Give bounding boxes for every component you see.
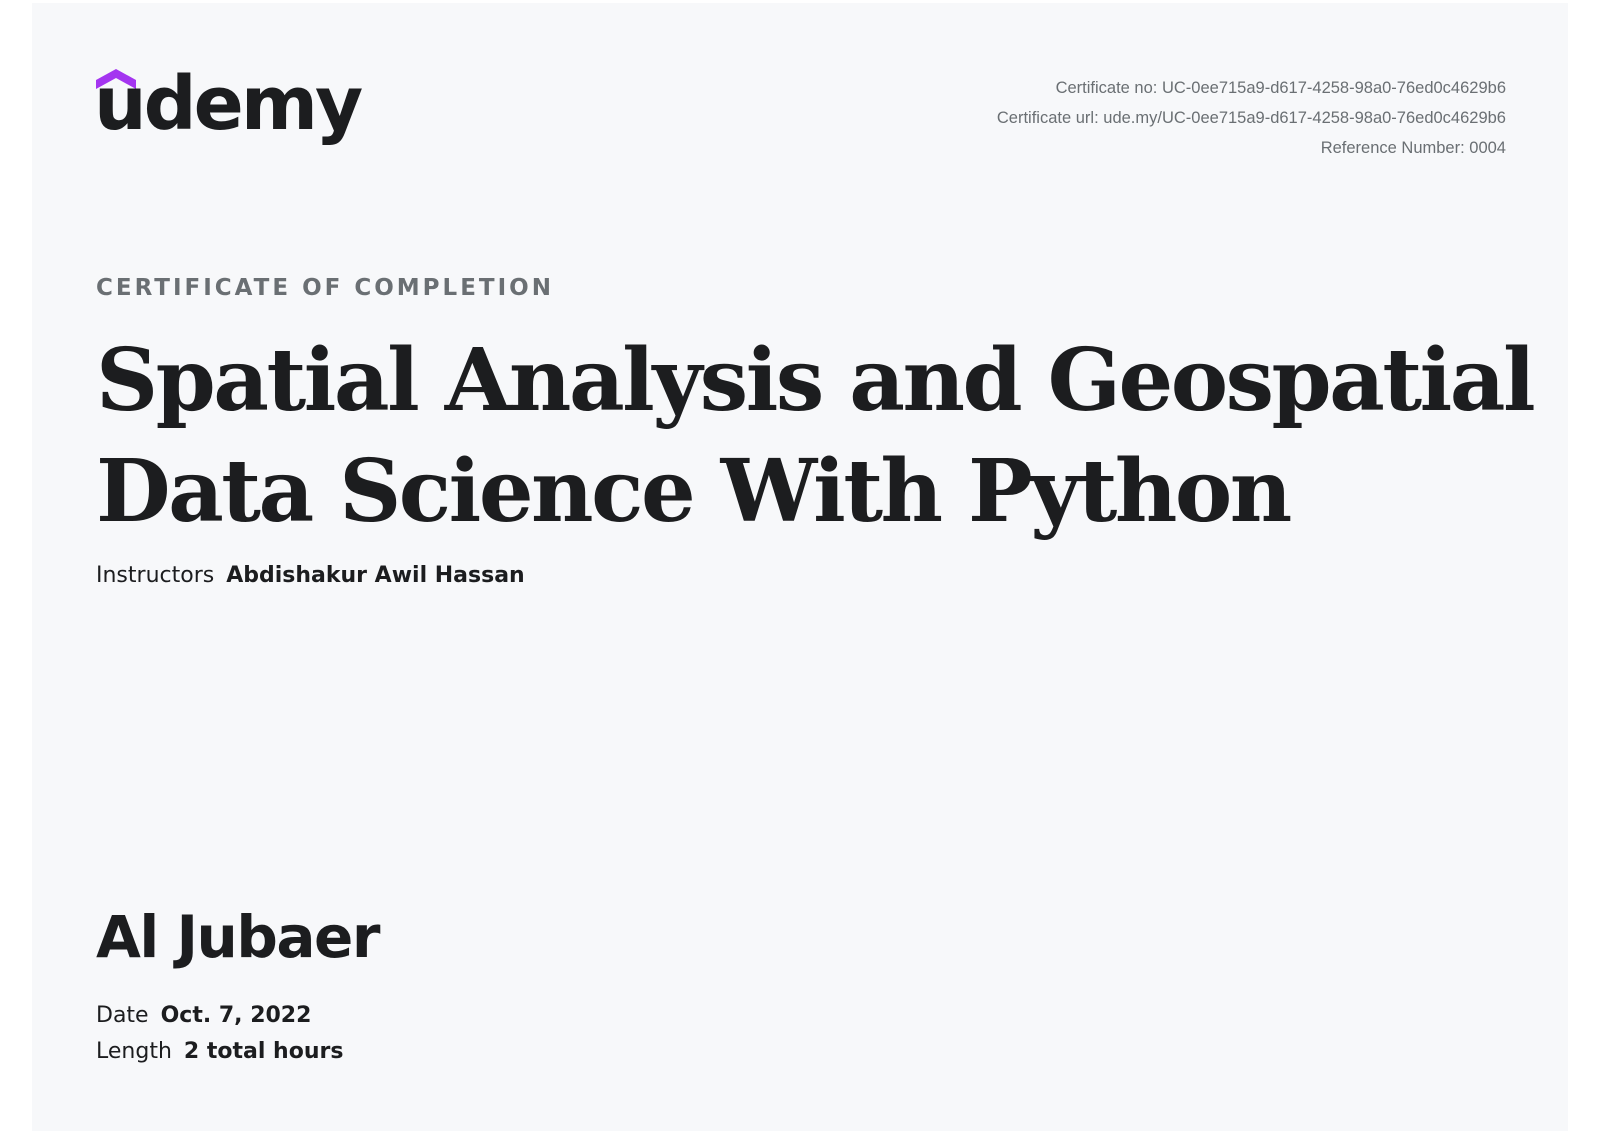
certificate-heading: CERTIFICATE OF COMPLETION <box>96 275 554 301</box>
certificate-url-value: ude.my/UC-0ee715a9-d617-4258-98a0-76ed0c… <box>1103 109 1506 127</box>
instructor-name: Abdishakur Awil Hassan <box>226 563 525 588</box>
reference-number: Reference Number: 0004 <box>997 133 1506 163</box>
instructors: Instructors Abdishakur Awil Hassan <box>96 563 525 588</box>
instructors-label: Instructors <box>96 563 215 588</box>
date-value: Oct. 7, 2022 <box>160 1003 312 1028</box>
udemy-wordmark: udemy <box>94 61 363 147</box>
reference-number-value: 0004 <box>1469 139 1506 157</box>
certificate-number-value: UC-0ee715a9-d617-4258-98a0-76ed0c4629b6 <box>1161 79 1506 97</box>
certificate-meta: Certificate no: UC-0ee715a9-d617-4258-98… <box>997 73 1506 163</box>
udemy-hat-icon <box>96 69 136 89</box>
certificate-page: udemy Certificate no: UC-0ee715a9-d617-4… <box>32 3 1568 1131</box>
length-label: Length <box>96 1039 172 1064</box>
length-value: 2 total hours <box>183 1039 344 1064</box>
date-label: Date <box>96 1003 149 1028</box>
certificate-url: Certificate url: ude.my/UC-0ee715a9-d617… <box>997 103 1506 133</box>
udemy-logo: udemy <box>94 61 396 177</box>
reference-number-label: Reference Number: <box>1320 139 1465 157</box>
course-length: Length 2 total hours <box>96 1039 343 1064</box>
recipient-name: Al Jubaer <box>96 903 380 971</box>
course-title: Spatial Analysis and Geospatial Data Sci… <box>96 330 1536 542</box>
certificate-number: Certificate no: UC-0ee715a9-d617-4258-98… <box>997 73 1506 103</box>
certificate-url-label: Certificate url: <box>996 109 1099 127</box>
certificate-number-label: Certificate no: <box>1055 79 1158 97</box>
completion-date: Date Oct. 7, 2022 <box>96 1003 311 1028</box>
